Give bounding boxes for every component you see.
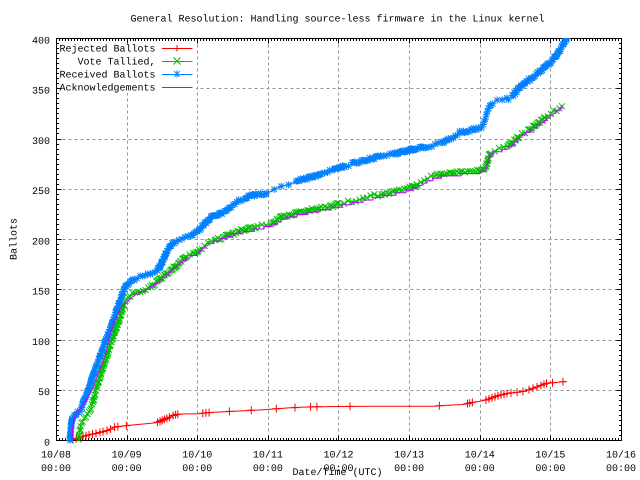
svg-text:00:00: 00:00 (535, 464, 565, 475)
svg-text:10/11: 10/11 (253, 450, 283, 462)
svg-text:400: 400 (32, 36, 50, 47)
svg-text:Vote Tallied,: Vote Tallied, (77, 57, 155, 69)
svg-text:10/09: 10/09 (112, 450, 142, 462)
svg-text:00:00: 00:00 (394, 464, 424, 475)
svg-text:General Resolution: Handling s: General Resolution: Handling source-less… (130, 14, 544, 26)
svg-text:00:00: 00:00 (112, 464, 142, 475)
svg-text:10/08: 10/08 (41, 450, 71, 462)
svg-text:Ballots: Ballots (9, 218, 21, 260)
svg-text:00:00: 00:00 (182, 464, 212, 475)
svg-text:300: 300 (32, 137, 50, 148)
svg-text:00:00: 00:00 (253, 464, 283, 475)
svg-text:Received Ballots: Received Ballots (59, 70, 155, 82)
svg-text:350: 350 (32, 87, 50, 98)
svg-text:00:00: 00:00 (323, 464, 353, 475)
svg-text:10/13: 10/13 (394, 450, 424, 462)
svg-text:00:00: 00:00 (606, 464, 636, 475)
svg-text:00:00: 00:00 (41, 464, 71, 475)
svg-text:Acknowledgements: Acknowledgements (59, 83, 155, 95)
svg-text:10/10: 10/10 (182, 450, 212, 462)
svg-text:10/14: 10/14 (465, 450, 495, 462)
svg-text:Date/Time (UTC): Date/Time (UTC) (292, 467, 382, 479)
svg-text:10/16: 10/16 (606, 450, 636, 462)
svg-text:00:00: 00:00 (465, 464, 495, 475)
svg-text:10/15: 10/15 (535, 450, 565, 462)
svg-text:200: 200 (32, 237, 50, 248)
svg-text:250: 250 (32, 187, 50, 198)
svg-text:100: 100 (32, 338, 50, 349)
svg-text:0: 0 (44, 438, 50, 449)
svg-text:150: 150 (32, 288, 50, 299)
svg-text:Rejected Ballots: Rejected Ballots (59, 44, 155, 56)
svg-text:10/12: 10/12 (323, 450, 353, 462)
svg-text:50: 50 (38, 388, 50, 399)
